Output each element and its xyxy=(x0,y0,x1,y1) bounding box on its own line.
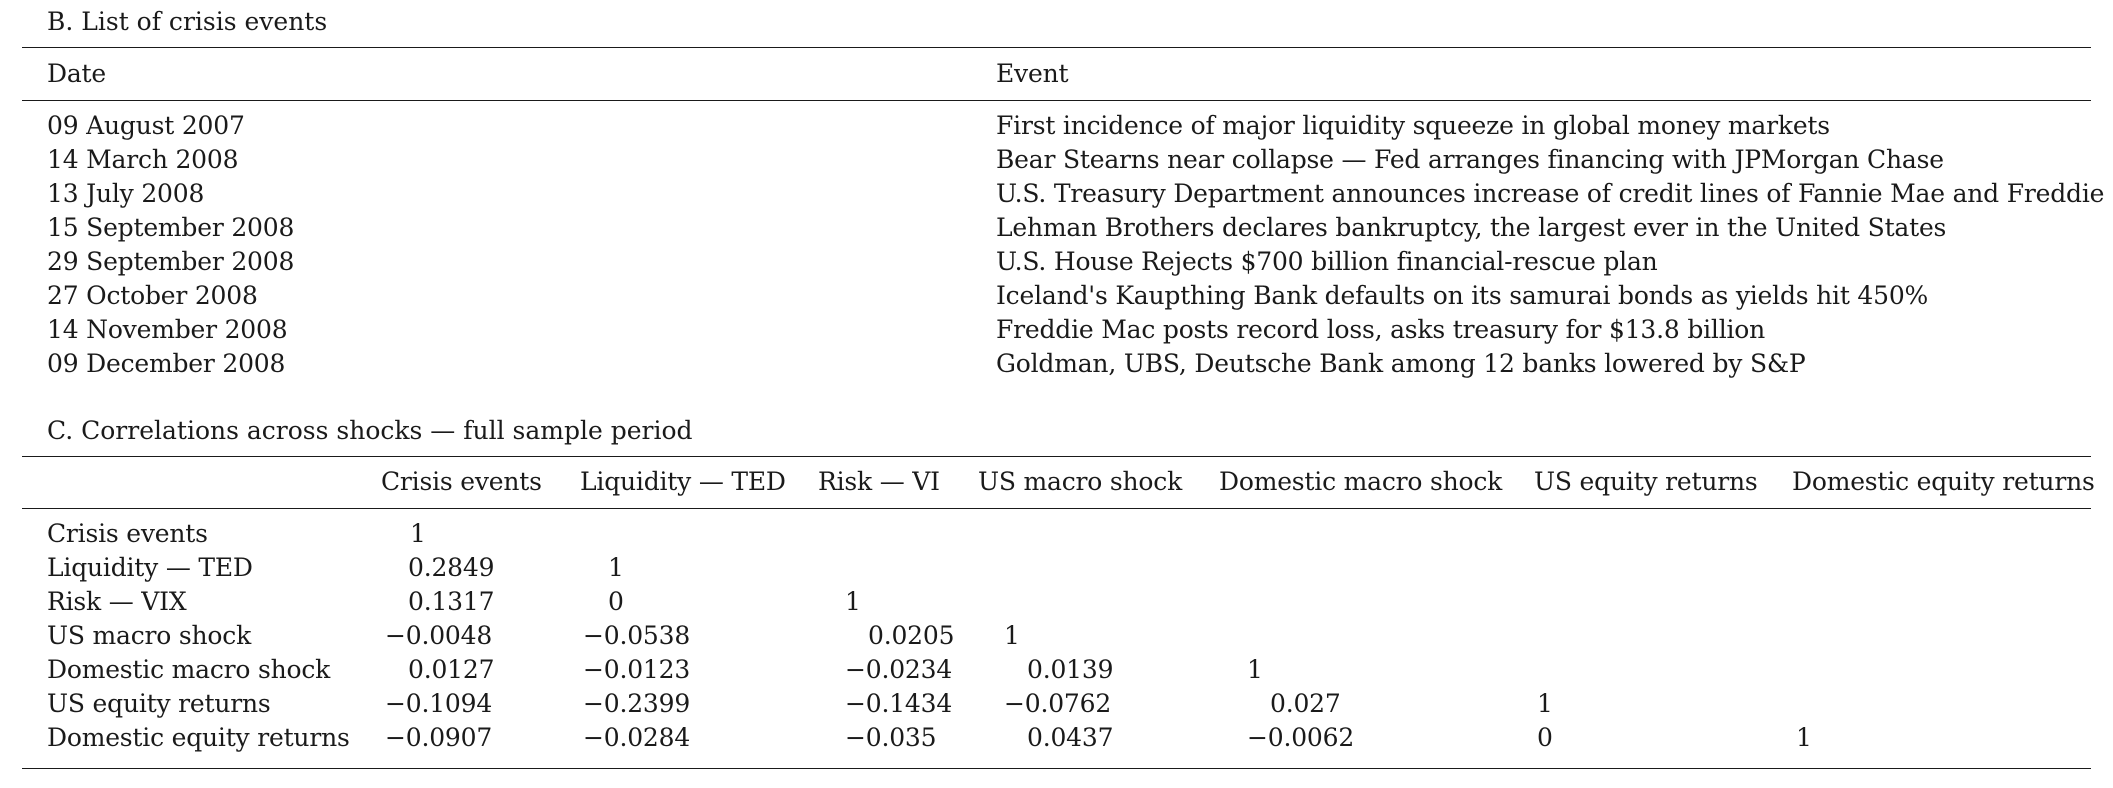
correlation-value: −0.035 xyxy=(845,723,937,752)
correlation-value: −0.0284 xyxy=(583,723,691,752)
correlation-value: 0.027 xyxy=(1270,689,1341,718)
event-description: Freddie Mac posts record loss, asks trea… xyxy=(996,315,1766,344)
header-rule xyxy=(22,100,2091,101)
event-description: First incidence of major liquidity squee… xyxy=(996,111,1830,140)
section-b-title: B. List of crisis events xyxy=(47,7,328,36)
row-label: Domestic macro shock xyxy=(47,655,331,684)
c-header-rule xyxy=(22,508,2091,509)
event-description: U.S. House Rejects $700 billion financia… xyxy=(996,247,1658,276)
event-description: Bear Stearns near collapse — Fed arrange… xyxy=(996,145,1944,174)
bottom-rule xyxy=(22,768,2091,769)
column-header: US macro shock xyxy=(978,467,1183,496)
column-header: Domestic macro shock xyxy=(1219,467,1503,496)
correlation-value: −0.0048 xyxy=(385,621,493,650)
top-rule xyxy=(22,47,2091,48)
correlation-value: −0.0234 xyxy=(845,655,953,684)
event-date: 09 August 2007 xyxy=(47,111,245,140)
c-top-rule xyxy=(22,456,2091,457)
row-label: Liquidity — TED xyxy=(47,553,253,582)
event-date: 27 October 2008 xyxy=(47,281,258,310)
correlation-value: 1 xyxy=(1537,689,1553,718)
event-date: 14 March 2008 xyxy=(47,145,239,174)
correlation-value: 0.0437 xyxy=(1027,723,1114,752)
column-header: Liquidity — TED xyxy=(580,467,786,496)
correlation-value: 0.0205 xyxy=(868,621,955,650)
correlation-value: 0.0139 xyxy=(1027,655,1114,684)
correlation-value: 1 xyxy=(845,587,861,616)
correlation-value: −0.0538 xyxy=(583,621,691,650)
event-date: 09 December 2008 xyxy=(47,349,286,378)
correlation-value: −0.1434 xyxy=(845,689,953,718)
correlation-value: 0 xyxy=(608,587,624,616)
section-c-title: C. Correlations across shocks — full sam… xyxy=(47,416,693,445)
event-date: 14 November 2008 xyxy=(47,315,288,344)
correlation-value: 0.1317 xyxy=(408,587,495,616)
event-description: Iceland's Kaupthing Bank defaults on its… xyxy=(996,281,1929,310)
column-header: US equity returns xyxy=(1534,467,1758,496)
correlation-value: 0.0127 xyxy=(408,655,495,684)
correlation-value: −0.0062 xyxy=(1247,723,1355,752)
correlation-value: −0.0123 xyxy=(583,655,691,684)
correlation-value: 0 xyxy=(1537,723,1553,752)
event-description: U.S. Treasury Department announces incre… xyxy=(996,179,2113,208)
column-header: Crisis events xyxy=(381,467,542,496)
event-date: 15 September 2008 xyxy=(47,213,295,242)
row-label: US equity returns xyxy=(47,689,271,718)
correlation-value: 1 xyxy=(1004,621,1020,650)
row-label: US macro shock xyxy=(47,621,252,650)
correlation-value: −0.1094 xyxy=(385,689,493,718)
correlation-value: 1 xyxy=(1247,655,1263,684)
correlation-value: 1 xyxy=(1796,723,1812,752)
header-date: Date xyxy=(47,59,106,88)
event-date: 13 July 2008 xyxy=(47,179,205,208)
row-label: Crisis events xyxy=(47,519,208,548)
event-description: Goldman, UBS, Deutsche Bank among 12 ban… xyxy=(996,349,1806,378)
column-header: Domestic equity returns xyxy=(1792,467,2095,496)
correlation-value: −0.0907 xyxy=(385,723,493,752)
row-label: Risk — VIX xyxy=(47,587,187,616)
row-label: Domestic equity returns xyxy=(47,723,350,752)
correlation-value: 0.2849 xyxy=(408,553,495,582)
event-date: 29 September 2008 xyxy=(47,247,295,276)
column-header: Risk — VI xyxy=(818,467,940,496)
correlation-value: −0.2399 xyxy=(583,689,691,718)
correlation-value: 1 xyxy=(608,553,624,582)
correlation-value: −0.0762 xyxy=(1004,689,1112,718)
header-event: Event xyxy=(996,59,1069,88)
correlation-value: 1 xyxy=(410,519,426,548)
event-description: Lehman Brothers declares bankruptcy, the… xyxy=(996,213,1947,242)
